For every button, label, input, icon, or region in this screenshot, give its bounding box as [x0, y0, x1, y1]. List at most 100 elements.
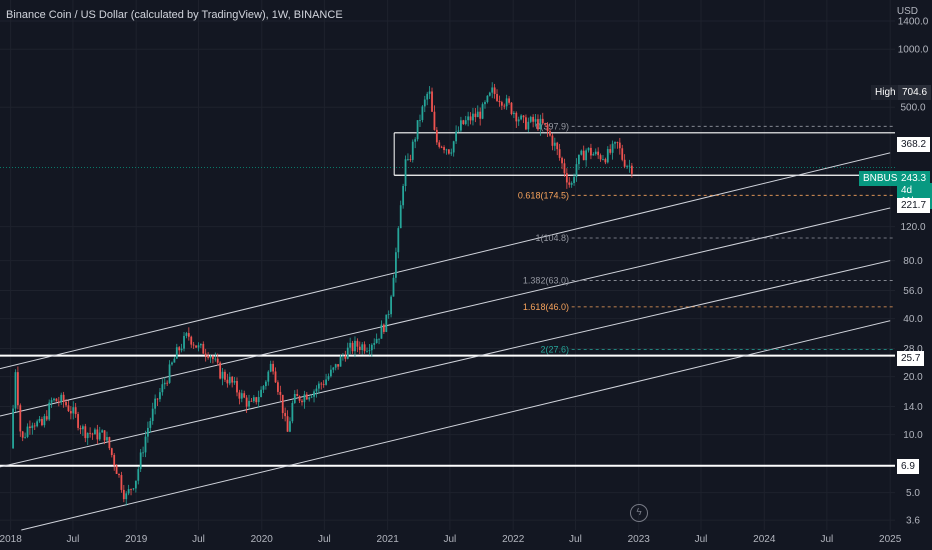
- level-368-badge: 368.2: [897, 137, 931, 152]
- candle-body: [609, 149, 612, 153]
- candle-body: [187, 333, 190, 337]
- candle-body: [385, 314, 388, 332]
- candle-body: [433, 111, 436, 130]
- candle-body: [346, 347, 349, 359]
- candle-body: [91, 433, 94, 435]
- candle-body: [368, 350, 371, 352]
- candle-body: [587, 147, 590, 151]
- candle-body: [81, 426, 84, 430]
- x-tick-label: 2018: [0, 534, 22, 545]
- high-value: 704.6: [898, 85, 932, 100]
- x-tick-label: 2024: [753, 534, 776, 545]
- candle-body: [411, 141, 414, 160]
- candle-body: [144, 436, 147, 453]
- candle-body: [94, 429, 96, 435]
- candle-body: [450, 152, 453, 154]
- x-tick-label: 2020: [251, 534, 274, 545]
- lightning-icon[interactable]: ϟ: [630, 504, 648, 522]
- candle-body: [428, 91, 431, 94]
- candle-body: [590, 147, 592, 156]
- candle-body: [147, 427, 149, 437]
- candle-body: [159, 392, 161, 400]
- last-price-badge: 243.3: [897, 171, 931, 186]
- candlestick-series: [12, 82, 633, 506]
- candle-body: [98, 432, 101, 440]
- candle-body: [178, 347, 181, 351]
- x-tick-label: 2025: [879, 534, 902, 545]
- candle-body: [252, 397, 255, 402]
- candle-body: [29, 426, 31, 429]
- candle-body: [197, 345, 200, 348]
- candle-body: [414, 139, 417, 142]
- candle-body: [315, 388, 318, 392]
- x-tick-label: Jul: [67, 534, 80, 545]
- candle-body: [122, 489, 125, 500]
- chart-title: Binance Coin / US Dollar (calculated by …: [6, 9, 343, 21]
- candle-body: [354, 340, 356, 352]
- candle-body: [628, 165, 631, 167]
- candle-body: [474, 113, 477, 118]
- candle-body: [484, 102, 486, 105]
- candle-body: [50, 400, 53, 403]
- candle-body: [260, 389, 262, 398]
- candle-body: [86, 432, 89, 439]
- candle-body: [623, 159, 626, 167]
- candle-body: [139, 452, 142, 470]
- candle-body: [467, 116, 470, 121]
- candle-body: [216, 358, 219, 363]
- y-tick-label: 500.0: [900, 103, 925, 114]
- candle-body: [72, 407, 75, 414]
- candle-body: [12, 408, 14, 449]
- candle-body: [421, 106, 424, 120]
- x-tick-label: Jul: [569, 534, 582, 545]
- candle-body: [248, 400, 250, 407]
- candle-body: [537, 119, 539, 130]
- candle-body: [291, 402, 294, 422]
- candle-body: [332, 367, 335, 370]
- candle-body: [558, 149, 561, 158]
- candle-body: [41, 418, 43, 426]
- candle-body: [503, 105, 506, 107]
- x-tick-label: 2021: [377, 534, 400, 545]
- channel-line: [0, 152, 891, 370]
- channel-line: [21, 320, 891, 531]
- y-tick-label: 20.0: [903, 372, 923, 383]
- candle-body: [236, 380, 238, 393]
- y-axis: 3.6 5.0 10.0 14.0 20.0 28.0 40.0 56.0 80.0 120.0 5…: [898, 17, 929, 527]
- candle-body: [67, 405, 70, 412]
- candle-body: [460, 120, 462, 131]
- y-tick-label: 1000.0: [898, 45, 929, 56]
- candle-body: [464, 120, 467, 125]
- candle-body: [281, 394, 284, 414]
- candle-body: [65, 401, 67, 406]
- candle-body: [553, 142, 556, 146]
- candle-body: [255, 397, 258, 403]
- candle-body: [190, 336, 193, 345]
- candle-body: [529, 116, 532, 122]
- candle-body: [440, 146, 443, 148]
- candle-body: [416, 120, 419, 140]
- candle-body: [505, 98, 508, 107]
- candle-body: [55, 398, 58, 402]
- candle-body: [238, 392, 241, 399]
- x-tick-label: Jul: [695, 534, 708, 545]
- candle-body: [84, 426, 87, 439]
- candle-body: [57, 401, 60, 403]
- candle-body: [616, 142, 619, 143]
- level-25-badge: 25.7: [897, 351, 925, 366]
- candle-body: [525, 117, 527, 130]
- x-tick-label: 2022: [502, 534, 525, 545]
- y-tick-label: 120.0: [900, 222, 925, 233]
- candle-body: [166, 382, 169, 384]
- candle-body: [48, 402, 51, 420]
- candle-body: [192, 344, 195, 346]
- candle-body: [202, 343, 205, 354]
- candle-body: [534, 119, 537, 122]
- candle-body: [16, 372, 19, 406]
- candle-body: [120, 475, 123, 490]
- candle-body: [392, 277, 395, 297]
- chart-grid: [0, 0, 895, 530]
- candle-body: [69, 411, 72, 414]
- candle-body: [325, 379, 327, 385]
